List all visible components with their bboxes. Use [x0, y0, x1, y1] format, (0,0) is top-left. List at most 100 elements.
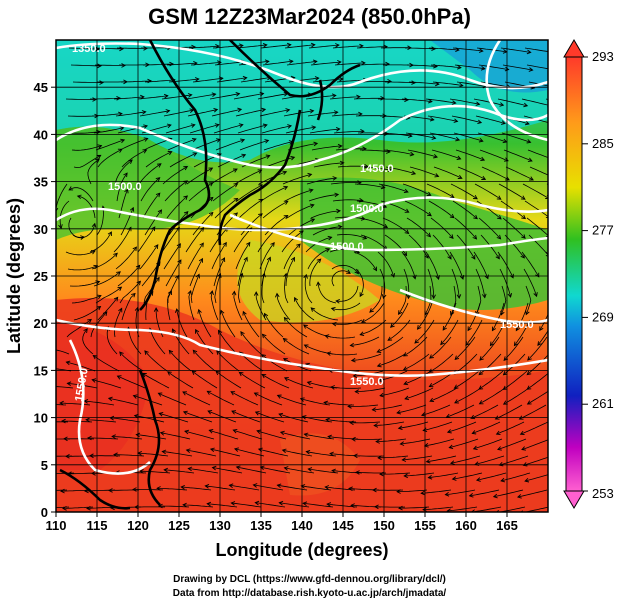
streamline [239, 372, 266, 389]
streamline [73, 155, 101, 169]
streamline [331, 113, 362, 117]
streamline [421, 489, 452, 494]
streamline [242, 311, 260, 338]
streamline [450, 455, 481, 464]
streamline-arrowhead [404, 208, 410, 213]
streamline [378, 455, 409, 459]
streamline [135, 307, 140, 338]
streamline [478, 217, 501, 240]
streamline-arrowhead [185, 448, 191, 453]
streamline-arrowhead [235, 465, 241, 470]
streamline-arrowhead [167, 371, 172, 376]
streamline-arrowhead [253, 392, 259, 397]
streamline-arrowhead [458, 82, 464, 88]
streamline-arrowhead [502, 385, 508, 390]
streamline [454, 370, 480, 389]
streamline [440, 319, 459, 345]
streamline-arrowhead [403, 352, 408, 357]
streamline [405, 132, 436, 139]
streamline [402, 455, 433, 461]
streamline-arrowhead [167, 151, 173, 156]
streamline-arrowhead [265, 154, 271, 159]
streamline [478, 353, 502, 375]
streamline-arrowhead [327, 434, 332, 440]
streamline-arrowhead [471, 430, 477, 435]
streamline [324, 402, 354, 406]
streamline-arrowhead [87, 435, 92, 441]
streamline-arrowhead [65, 454, 70, 459]
streamline [231, 410, 261, 423]
x-tick-label: 150 [373, 518, 395, 533]
streamline-arrowhead [346, 269, 351, 274]
streamline-arrowhead [513, 341, 519, 347]
streamline [479, 336, 500, 361]
streamline [497, 251, 514, 278]
streamline-arrowhead [379, 471, 384, 477]
streamline [327, 352, 358, 356]
streamline-arrowhead [300, 484, 306, 489]
streamline-arrowhead [360, 318, 366, 324]
streamline-arrowhead [184, 429, 190, 435]
streamline [183, 411, 213, 423]
y-tick-label: 35 [34, 175, 48, 190]
streamline-arrowhead [376, 348, 382, 353]
streamline [166, 62, 197, 66]
streamline [526, 372, 548, 390]
x-tick-label: 165 [496, 518, 518, 533]
streamline-arrowhead [282, 337, 288, 343]
streamline-arrowhead [387, 79, 392, 84]
y-axis-ticks: 0 5 10 15 20 25 30 35 40 45 [34, 80, 56, 520]
streamline [142, 63, 174, 66]
streamline-arrowhead [158, 503, 163, 509]
streamline [168, 350, 192, 372]
streamline-arrowhead [270, 241, 275, 247]
streamline [428, 472, 459, 479]
streamline-arrowhead [131, 292, 136, 298]
streamline-arrowhead [454, 399, 459, 404]
streamline [191, 370, 218, 389]
streamline [183, 504, 214, 508]
streamline-arrowhead [142, 372, 147, 378]
streamline [360, 81, 391, 83]
streamline [184, 430, 215, 440]
streamline-arrowhead [377, 455, 382, 461]
streamline-arrowhead [283, 185, 289, 191]
streamline-arrowhead [381, 294, 387, 300]
streamline-arrowhead [520, 195, 526, 200]
streamline-arrowhead [524, 120, 530, 126]
streamline-arrowhead [135, 432, 141, 438]
streamline-arrowhead [478, 400, 484, 405]
streamline-arrowhead [551, 139, 555, 143]
streamline-arrowhead [135, 264, 141, 270]
streamline [288, 218, 315, 236]
streamline-arrowhead [183, 166, 189, 171]
streamline-arrowhead [287, 124, 293, 129]
colorbar-tick-label: 253 [592, 486, 614, 501]
streamline-arrowhead [359, 331, 365, 336]
streamline [189, 258, 203, 287]
streamline [475, 115, 506, 124]
streamline-arrowhead [491, 326, 497, 332]
streamline [229, 484, 260, 491]
streamline [405, 47, 436, 50]
streamline-arrowhead [502, 370, 508, 376]
streamline-arrowhead [308, 188, 314, 193]
streamline-arrowhead [261, 333, 267, 339]
streamline-arrowhead [535, 272, 540, 278]
streamline [325, 335, 356, 339]
streamline-arrowhead [119, 351, 124, 357]
streamline [237, 257, 248, 287]
streamline [493, 489, 524, 498]
streamline-arrowhead [307, 467, 313, 472]
streamline [284, 467, 315, 474]
streamline [397, 404, 427, 414]
streamline-arrowhead [65, 360, 71, 366]
streamline [139, 110, 170, 117]
streamline [281, 230, 304, 253]
streamline-arrowhead [521, 446, 526, 451]
streamline [308, 44, 339, 49]
streamline-arrowhead [220, 309, 225, 315]
streamline-arrowhead [303, 432, 309, 438]
streamline [264, 313, 284, 338]
streamline [528, 81, 548, 87]
